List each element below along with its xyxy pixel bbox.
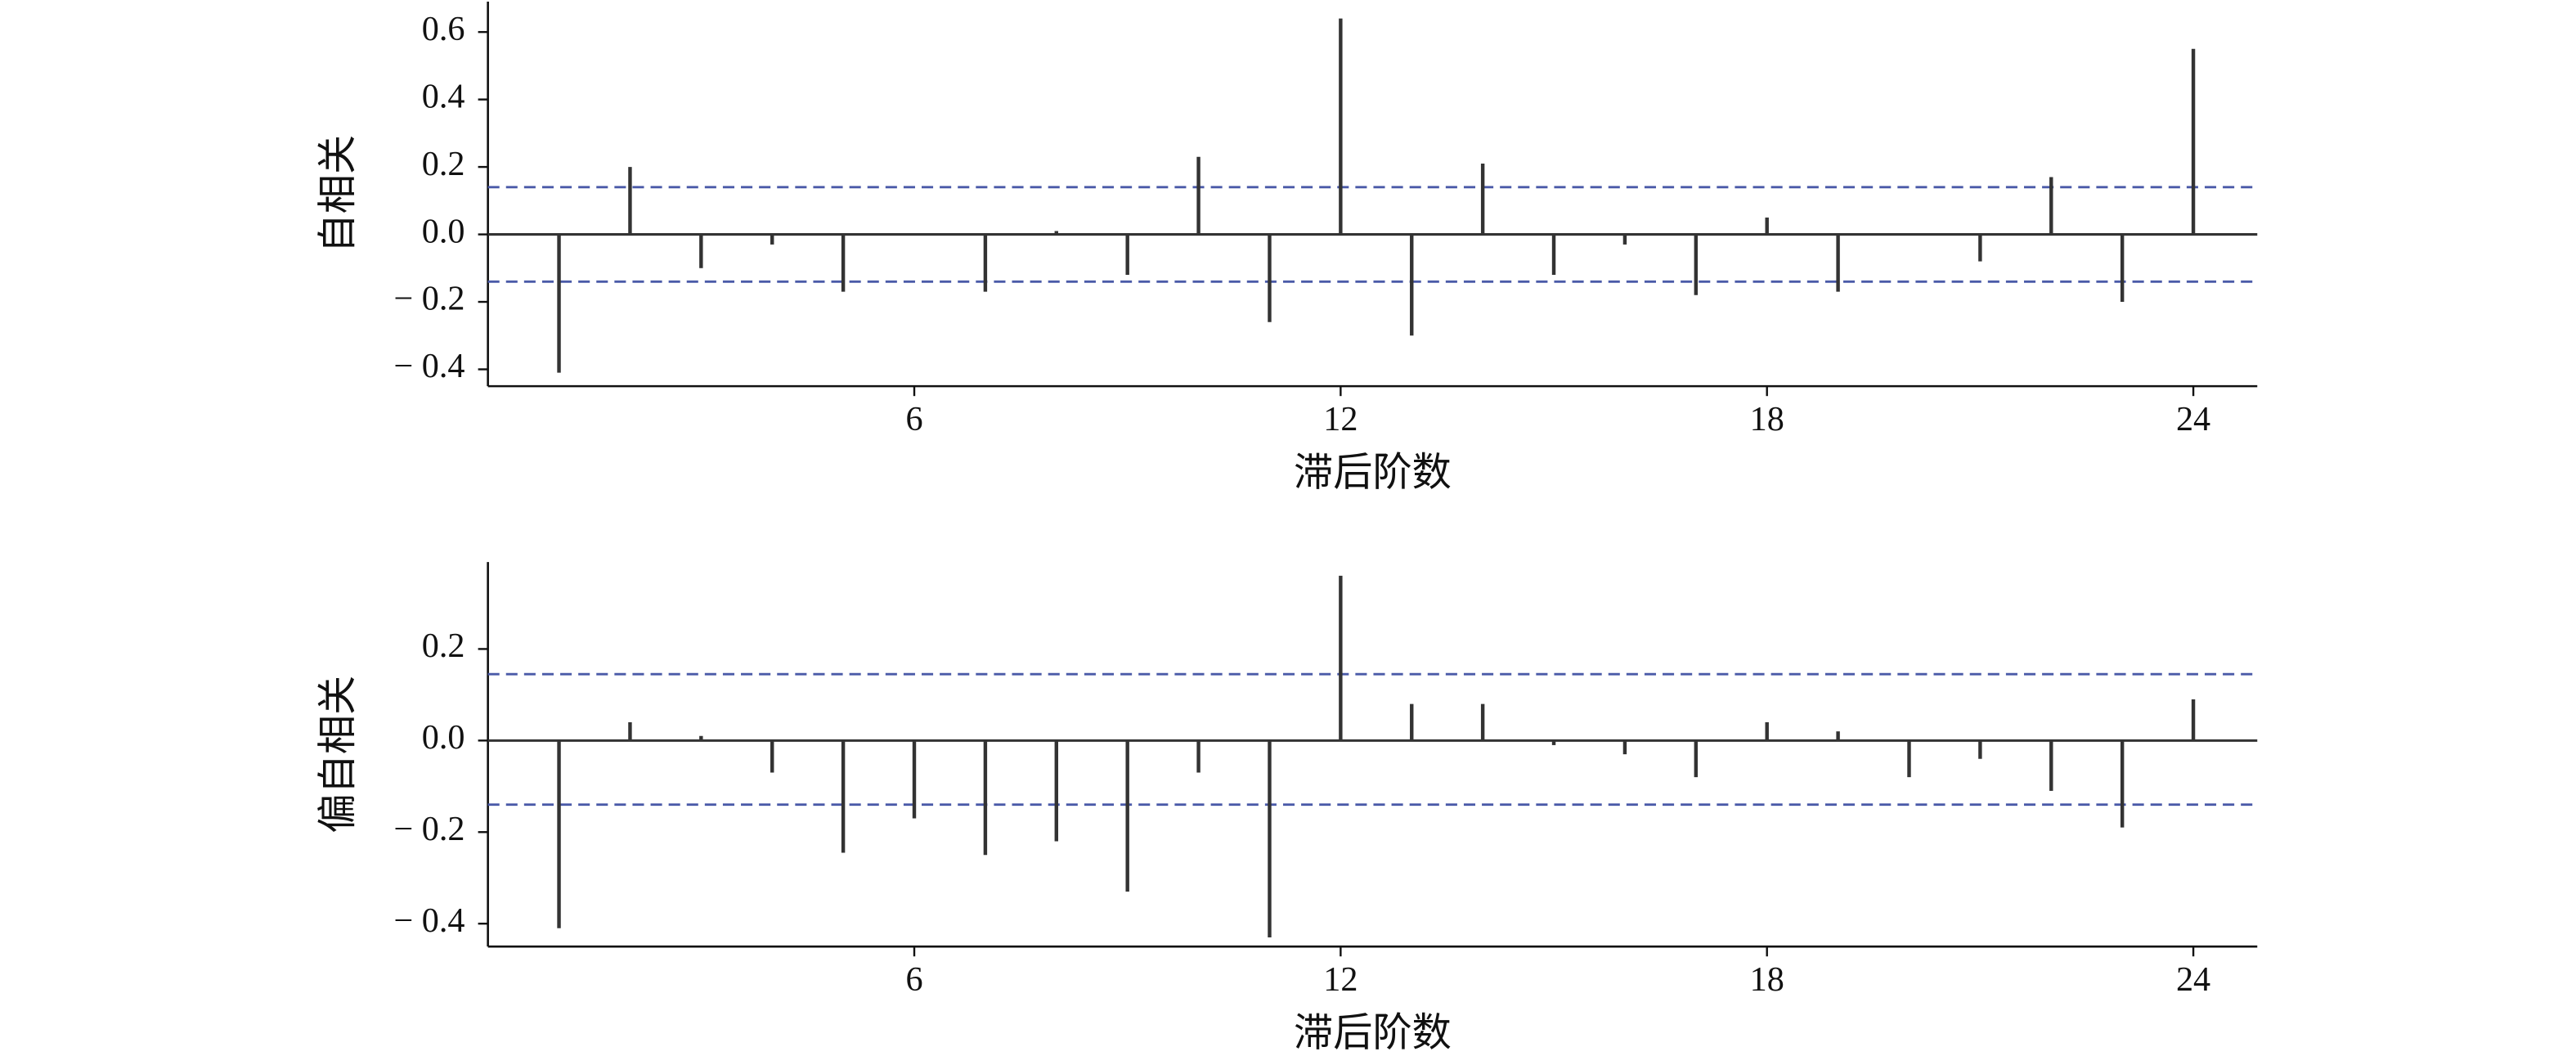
x-tick-label: 6 <box>905 960 922 999</box>
x-axis-label: 滞后阶数 <box>1294 1010 1452 1056</box>
x-tick-label: 6 <box>905 400 922 438</box>
y-tick-label: − 0.2 <box>393 810 464 848</box>
y-tick-label: 0.2 <box>422 627 465 665</box>
y-tick-label: − 0.2 <box>393 280 464 318</box>
y-tick-label: 0.4 <box>422 77 465 115</box>
x-tick-label: 18 <box>1750 960 1784 999</box>
x-tick-label: 24 <box>2176 400 2210 438</box>
x-tick-label: 18 <box>1750 400 1784 438</box>
y-tick-label: 0.6 <box>422 10 465 48</box>
y-tick-label: 0.0 <box>422 718 465 757</box>
x-tick-label: 24 <box>2176 960 2210 999</box>
y-tick-label: − 0.4 <box>393 901 464 940</box>
x-tick-label: 12 <box>1323 400 1358 438</box>
y-tick-label: 0.0 <box>422 212 465 250</box>
y-tick-label: − 0.4 <box>393 347 464 385</box>
x-axis-label: 滞后阶数 <box>1294 450 1452 496</box>
x-tick-label: 12 <box>1323 960 1358 999</box>
y-tick-label: 0.2 <box>422 145 465 183</box>
y-axis-label: 自相关 <box>315 135 361 254</box>
y-axis-label: 偏自相关 <box>315 676 361 834</box>
